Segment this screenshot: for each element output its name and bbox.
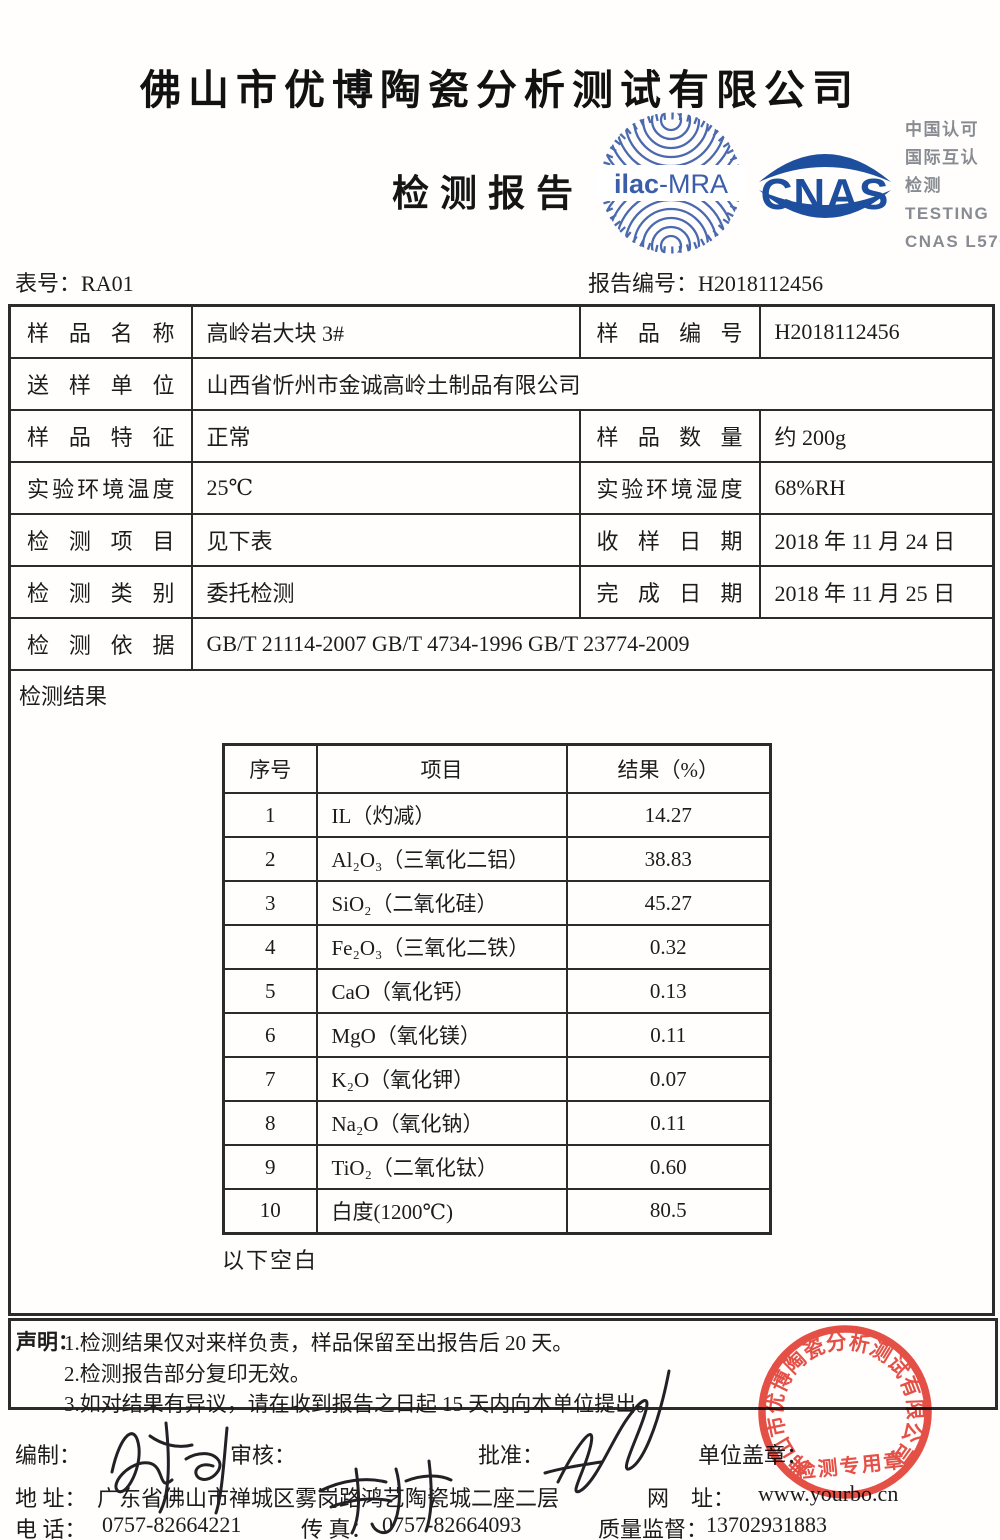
ilac-mra-logo-text: ilac-MRA (614, 169, 728, 199)
company-seal-label: 单位盖章： (698, 1443, 809, 1468)
row-label: 送样单位 (8, 356, 193, 411)
table-row: 实验环境温度 25℃ 实验环境湿度 68%RH (8, 460, 995, 515)
row-value: 高岭岩大块 3# (190, 304, 581, 359)
table-row: 检测项目 见下表 收样日期 2018 年 11 月 24 日 (8, 512, 995, 567)
statement-item-1: 1.检测结果仅对来样负责，样品保留至出报告后 20 天。 (64, 1331, 574, 1355)
row-label: 收样日期 (578, 512, 761, 567)
seal-center-text: 检测专用章 (795, 1448, 907, 1483)
table-row: 检测结果 序号 项目 结果（%） (8, 668, 995, 1315)
row-value: 68%RH (758, 460, 995, 515)
accreditation-line: 检测 (905, 176, 942, 195)
cnas-logo-text: CNAS (761, 170, 890, 219)
cnas-top-swoosh (759, 154, 891, 182)
row-value: 25℃ (190, 460, 581, 515)
statement-item-2: 2.检测报告部分复印无效。 (64, 1362, 311, 1386)
row-label: 样品编号 (578, 304, 761, 359)
row-label: 样品特征 (8, 408, 193, 463)
table-row: 样品特征 正常 样品数量 约 200g (8, 408, 995, 463)
row-value: 见下表 (190, 512, 581, 567)
result-row: 1 IL（灼减） 14.27 (222, 792, 772, 838)
address-value: 广东省佛山市禅城区雾岗路鸿艺陶瓷城二座二层 (97, 1486, 560, 1511)
quality-supervision-value: 13702931883 (706, 1512, 827, 1537)
report-title: 检测报告 (392, 174, 584, 215)
form-number: 表号：RA01 (15, 271, 134, 296)
row-label: 样品名称 (8, 304, 193, 359)
prepared-by-label: 编制： (15, 1443, 82, 1468)
results-section-cell: 检测结果 序号 项目 结果（%） (8, 668, 995, 1315)
column-header-no: 序号 (222, 743, 318, 794)
approved-by-label: 批准： (478, 1443, 545, 1468)
statement-box (8, 1318, 998, 1410)
row-label: 实验环境湿度 (578, 460, 761, 515)
row-value: 约 200g (758, 408, 995, 463)
phone-value: 0757-82664221 (102, 1512, 242, 1537)
accreditation-line: 国际互认 (905, 148, 979, 167)
ilac-mra-logo-icon: ilac-MRA (596, 112, 746, 254)
result-row: 2 Al₂O₃（三氧化二铝） 38.83 (222, 836, 772, 882)
result-row: 5 CaO（氧化钙） 0.13 (222, 968, 772, 1014)
result-row: 3 SiO₂（二氧化硅） 45.27 (222, 880, 772, 926)
statement-label: 声明： (16, 1330, 79, 1354)
reviewed-by-label: 审核： (230, 1443, 297, 1468)
results-section-label: 检测结果 (19, 683, 108, 709)
result-row: 8 Na₂O（氧化钠） 0.11 (222, 1100, 772, 1146)
result-row: 6 MgO（氧化镁） 0.11 (222, 1012, 772, 1058)
website-label: 网 址： (647, 1486, 736, 1511)
row-label: 实验环境温度 (8, 460, 193, 515)
row-value: 山西省忻州市金诚高岭土制品有限公司 (190, 356, 995, 411)
company-name: 佛山市优博陶瓷分析测试有限公司 (140, 67, 860, 113)
statement-item-3: 3.如对结果有异议，请在收到报告之日起 15 天内向本单位提出。 (64, 1392, 658, 1416)
quality-supervision-label: 质量监督： (598, 1517, 709, 1540)
phone-label: 电 话： (15, 1517, 87, 1540)
result-row: 10 白度(1200℃) 80.5 (222, 1188, 772, 1234)
row-label: 检测依据 (8, 616, 193, 671)
results-body: 1 IL（灼减） 14.27 2 Al₂O₃（三氧化二铝） 38.83 (222, 792, 772, 1234)
accreditation-line: TESTING (905, 204, 990, 223)
row-label: 完成日期 (578, 564, 761, 619)
accreditation-text: 中国认可 国际互认 检测 TESTING CNAS L5706 (905, 116, 1000, 256)
row-value: 2018 年 11 月 24 日 (758, 512, 995, 567)
row-label: 检测项目 (8, 512, 193, 567)
fax-label: 传 真： (301, 1517, 373, 1540)
table-row: 检测类别 委托检测 完成日期 2018 年 11 月 25 日 (8, 564, 995, 619)
results-table: 序号 项目 结果（%） 1 IL（灼减） 14.27 (222, 742, 772, 1235)
column-header-result: 结果（%） (565, 743, 772, 794)
row-value: H2018112456 (758, 304, 995, 359)
cnas-logo-icon: CNAS (759, 154, 891, 219)
table-row: 检测依据 GB/T 21114-2007 GB/T 4734-1996 GB/T… (8, 616, 995, 671)
accreditation-line: 中国认可 (905, 120, 979, 139)
row-value: GB/T 21114-2007 GB/T 4734-1996 GB/T 2377… (190, 616, 995, 671)
table-row: 样品名称 高岭岩大块 3# 样品编号 H2018112456 (8, 304, 995, 359)
row-value: 2018 年 11 月 25 日 (758, 564, 995, 619)
row-value: 委托检测 (190, 564, 581, 619)
website-value: www.yourbo.cn (758, 1481, 899, 1506)
result-row: 9 TiO₂（二氧化钛） 0.60 (222, 1144, 772, 1190)
column-header-item: 项目 (315, 743, 568, 794)
address-label: 地 址： (15, 1486, 87, 1511)
row-label: 样品数量 (578, 408, 761, 463)
result-row: 4 Fe₂O₃（三氧化二铁） 0.32 (222, 924, 772, 970)
row-value: 正常 (190, 408, 581, 463)
cnas-bottom-swoosh (759, 190, 891, 218)
accreditation-line: CNAS L5706 (905, 232, 1000, 251)
fax-value: 0757-82664093 (382, 1512, 522, 1537)
sample-info-table: 样品名称 高岭岩大块 3# 样品编号 H2018112456 送样单位 山西省忻… (8, 304, 995, 1316)
result-row: 7 K₂O（氧化钾） 0.07 (222, 1056, 772, 1102)
below-blank-note: 以下空白 (222, 1247, 319, 1273)
row-label: 检测类别 (8, 564, 193, 619)
results-header-row: 序号 项目 结果（%） (222, 743, 772, 794)
report-number: 报告编号：H2018112456 (588, 271, 824, 296)
table-row: 送样单位 山西省忻州市金诚高岭土制品有限公司 (8, 356, 995, 411)
